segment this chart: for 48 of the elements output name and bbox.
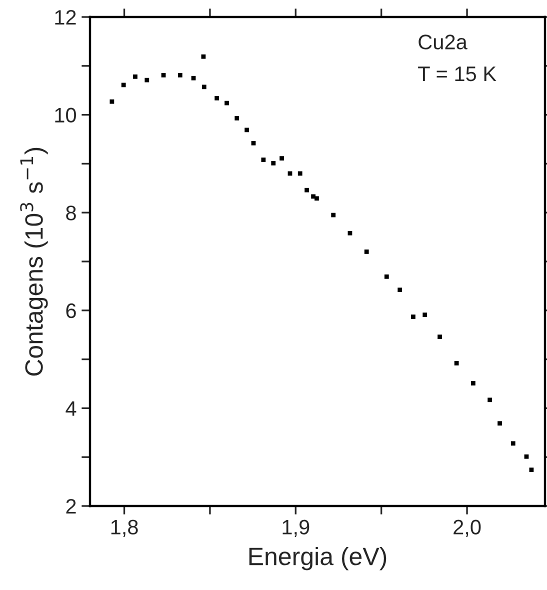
- point: [251, 140, 256, 146]
- point: [331, 212, 336, 218]
- point: [144, 78, 150, 82]
- y-axis-title: Contagens (10$^{3}$ s$^{−1}$): [20, 148, 48, 376]
- point: [498, 421, 502, 426]
- point: [398, 288, 402, 292]
- point: [178, 72, 182, 78]
- y-tick-label: 10: [55, 108, 76, 123]
- point: [191, 76, 196, 80]
- point: [202, 84, 206, 90]
- point: [261, 158, 266, 162]
- point: [214, 96, 220, 100]
- point: [488, 398, 492, 402]
- point: [454, 361, 459, 366]
- x-tick-label: 1,8: [111, 520, 138, 537]
- x-tick-label: 2,0: [454, 520, 481, 537]
- point: [121, 82, 126, 88]
- point: [438, 334, 442, 339]
- x-axis-title: Energia (eV): [249, 546, 386, 570]
- point: [280, 156, 284, 161]
- point: [244, 128, 250, 132]
- y-tick-label: 2: [66, 499, 76, 514]
- point: [384, 274, 389, 279]
- point: [161, 72, 166, 78]
- point: [201, 54, 206, 59]
- point: [348, 230, 352, 236]
- point: [510, 441, 516, 446]
- point: [411, 314, 416, 319]
- y-tick-label: 8: [66, 206, 76, 220]
- point: [314, 196, 319, 201]
- point: [364, 250, 369, 254]
- point: [298, 171, 302, 176]
- annotation: Cu2a: [418, 34, 468, 50]
- point: [471, 381, 476, 386]
- point: [110, 99, 114, 104]
- point: [133, 74, 138, 79]
- point: [224, 100, 229, 106]
- y-tick-label: 12: [55, 10, 76, 25]
- point: [234, 116, 240, 120]
- point: [524, 454, 529, 459]
- point: [271, 161, 276, 166]
- y-tick-label: 6: [66, 303, 76, 318]
- y-tick-label: 4: [66, 401, 76, 416]
- x-tick-label: 1,9: [282, 520, 310, 537]
- annotation: T = 15 K: [418, 66, 496, 82]
- point: [304, 188, 309, 192]
- point: [422, 312, 428, 317]
- point: [529, 468, 534, 472]
